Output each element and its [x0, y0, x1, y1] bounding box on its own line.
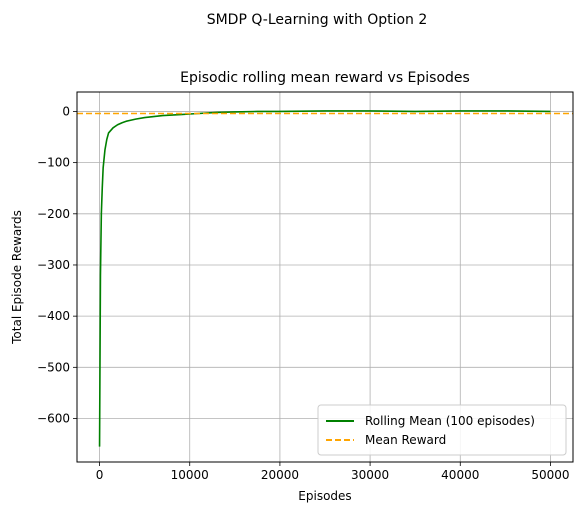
x-tick-label: 10000: [171, 468, 209, 482]
series-layer: [77, 110, 573, 447]
legend-box: [317, 404, 567, 456]
y-tick-label: −200: [37, 207, 70, 221]
plot-frame: [76, 91, 574, 463]
x-axis: 0 10000 20000 30000 40000 50000: [96, 462, 570, 482]
x-tick-label: 0: [96, 468, 104, 482]
x-tick-label: 40000: [441, 468, 479, 482]
y-tick-label: 0: [62, 104, 70, 118]
legend: Rolling Mean (100 episodes) Mean Reward: [317, 404, 567, 456]
x-tick-label: 20000: [261, 468, 299, 482]
legend-label-rolling-mean: Rolling Mean (100 episodes): [365, 414, 535, 428]
y-tick-label: −100: [37, 156, 70, 170]
x-tick-label: 30000: [351, 468, 389, 482]
y-tick-label: −600: [37, 412, 70, 426]
x-axis-label: Episodes: [298, 489, 351, 503]
y-axis-label: Total Episode Rewards: [10, 210, 24, 345]
y-tick-label: −300: [37, 258, 70, 272]
y-tick-label: −500: [37, 360, 70, 374]
x-tick-label: 50000: [531, 468, 569, 482]
y-tick-label: −400: [37, 309, 70, 323]
suptitle: SMDP Q-Learning with Option 2: [207, 12, 428, 28]
rolling-mean-line: [98, 110, 551, 447]
chart-title: Episodic rolling mean reward vs Episodes: [180, 70, 470, 86]
legend-label-mean-reward: Mean Reward: [365, 433, 446, 447]
y-axis: 0 −100 −200 −300 −400 −500 −600: [37, 104, 77, 426]
